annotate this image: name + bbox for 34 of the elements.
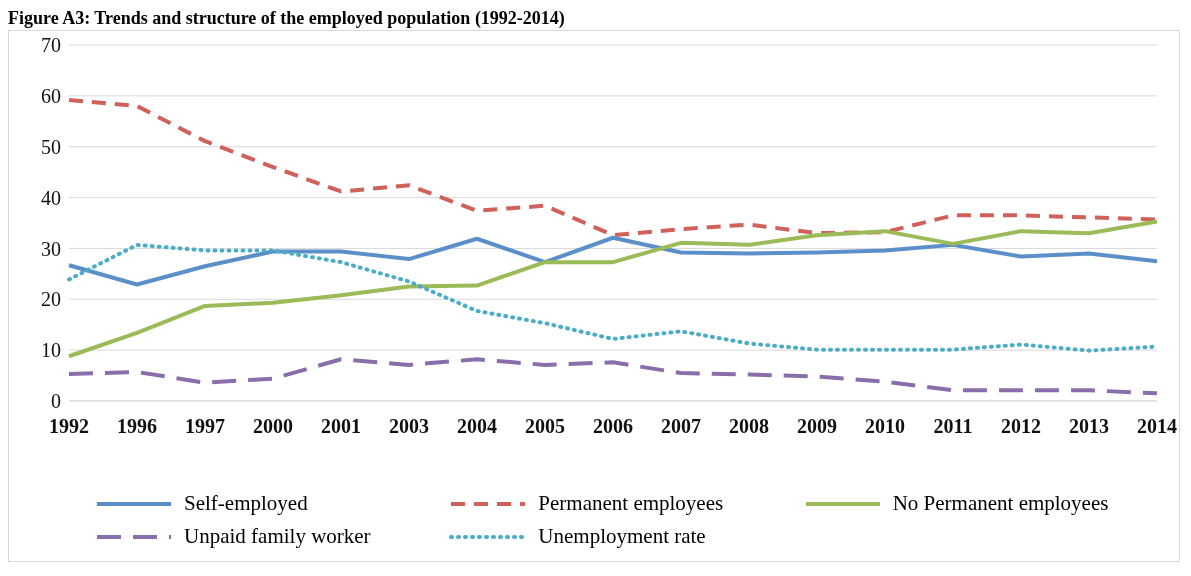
- x-tick-label: 2010: [865, 415, 905, 438]
- x-tick-label: 2009: [797, 415, 837, 438]
- legend-label: Unemployment rate: [538, 524, 706, 549]
- x-tick-label: 2005: [525, 415, 565, 438]
- legend-label: Permanent employees: [538, 491, 724, 516]
- legend-label: Unpaid family worker: [184, 524, 371, 549]
- x-tick-label: 2006: [593, 415, 633, 438]
- x-tick-label: 2012: [1001, 415, 1041, 438]
- y-tick-label: 40: [41, 186, 61, 209]
- line-series: [67, 235, 1159, 287]
- x-tick-label: 1996: [117, 415, 157, 438]
- y-tick-label: 70: [41, 34, 61, 57]
- x-tick-label: 2004: [457, 415, 497, 438]
- x-tick-label: 2011: [933, 415, 973, 438]
- y-tick-label: 60: [41, 84, 61, 107]
- x-tick-label: 1992: [49, 415, 89, 438]
- x-tick-label: 2014: [1137, 415, 1177, 438]
- x-tick-label: 2007: [661, 415, 701, 438]
- y-tick-label: 0: [51, 390, 61, 413]
- x-tick-label: 2013: [1069, 415, 1109, 438]
- x-tick-label: 2001: [321, 415, 361, 438]
- legend-label: Self-employed: [184, 491, 308, 516]
- x-tick-label: 1997: [185, 415, 225, 438]
- line-series: [67, 357, 1159, 396]
- y-tick-label: 30: [41, 237, 61, 260]
- y-tick-label: 20: [41, 288, 61, 311]
- line-series: [67, 219, 1159, 359]
- x-tick-label: 2008: [729, 415, 769, 438]
- legend-label: No Permanent employees: [892, 491, 1109, 516]
- x-tick-label: 2003: [389, 415, 429, 438]
- x-tick-label: 2000: [253, 415, 293, 438]
- y-tick-label: 10: [41, 339, 61, 362]
- y-tick-label: 50: [41, 135, 61, 158]
- chart-title: Figure A3: Trends and structure of the employed population (1992-2014): [8, 8, 566, 30]
